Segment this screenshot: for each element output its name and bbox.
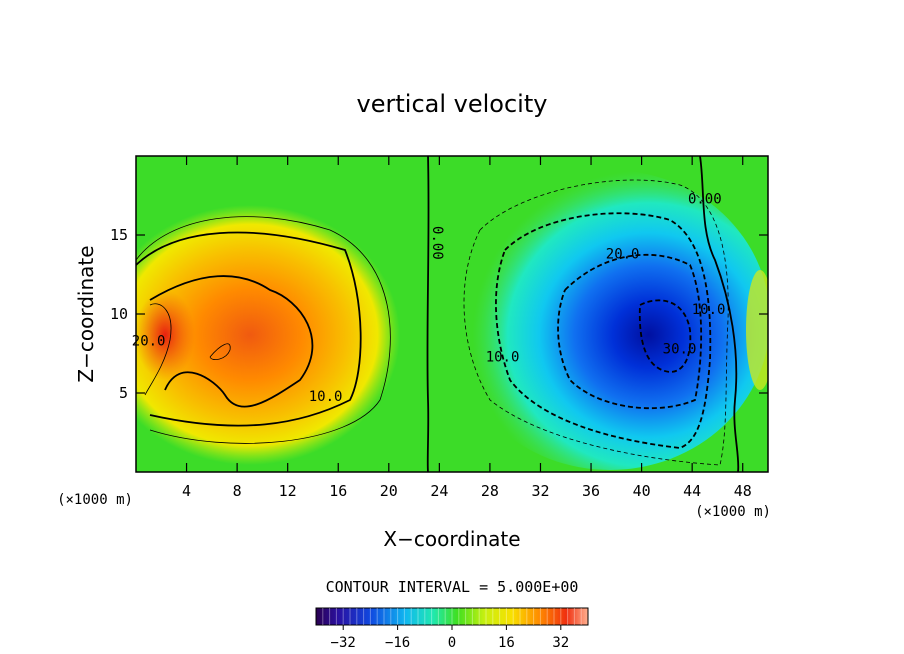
x-tick-label: 16 [329,482,347,500]
y-tick-label: 5 [119,384,128,402]
x-unit-left: (×1000 m) [57,492,133,508]
contour-0 [426,156,430,472]
contour-label: 10.0 [692,302,726,318]
y-tick-label: 10 [110,305,128,323]
contour-label: 30.0 [663,342,697,358]
colorbar-tick-label: −16 [385,635,410,651]
colorbar-tick-label: −32 [331,635,356,651]
contour-20-left [144,303,172,396]
colorbar-stripes [322,608,582,625]
contour-label: 20.0 [606,247,640,263]
contour-label: 0.00 [688,191,722,207]
updraft-core [136,290,195,380]
velocity-field [136,156,768,472]
contour-label: 0.00 [429,226,445,260]
contour-neg10 [495,212,712,449]
contour-label: 10.0 [309,389,343,405]
contour-5 [136,216,391,444]
x-unit-right: (×1000 m) [695,504,771,520]
downdraft-region [450,170,768,470]
y-axis-label: Z−coordinate [74,245,98,382]
contour-interval-text: CONTOUR INTERVAL = 5.000E+00 [326,578,579,596]
y-tick-label: 15 [110,226,128,244]
x-tick-label: 36 [582,482,600,500]
x-tick-label: 48 [734,482,752,500]
contour-lines [136,156,740,472]
contour-neg30 [638,299,692,373]
updraft-region [136,205,400,465]
colorbar-ticks: −32 −16 0 16 32 [331,625,569,651]
contour-0-right [699,156,740,472]
y-ticks: 5 10 15 [110,226,768,402]
x-tick-label: 12 [279,482,297,500]
x-axis-label: X−coordinate [383,527,520,551]
x-tick-label: 32 [531,482,549,500]
contour-neg20 [557,254,703,410]
x-tick-label: 4 [182,482,191,500]
contour-25 [209,343,231,361]
colorbar-tick-label: 32 [552,635,569,651]
contour-20 [149,275,314,408]
colorbar-tick-label: 16 [498,635,515,651]
contour-label: 10.0 [486,349,520,365]
x-tick-label: 44 [683,482,701,500]
x-ticks: 4 8 12 16 20 24 28 32 36 40 44 48 [182,156,752,500]
contour-10 [136,231,362,427]
contour-neg5 [463,179,729,466]
x-tick-label: 40 [633,482,651,500]
x-tick-label: 20 [380,482,398,500]
edge-updraft [746,270,768,390]
chart-title: vertical velocity [357,90,548,118]
x-tick-label: 24 [430,482,448,500]
contour-label: 20.0 [132,334,166,350]
colorbar-tick-label: 0 [448,635,456,651]
x-tick-label: 8 [233,482,242,500]
x-tick-label: 28 [481,482,499,500]
contour-labels: 10.0 20.0 0.00 10.0 20.0 0.00 10.0 30.0 [132,191,726,405]
